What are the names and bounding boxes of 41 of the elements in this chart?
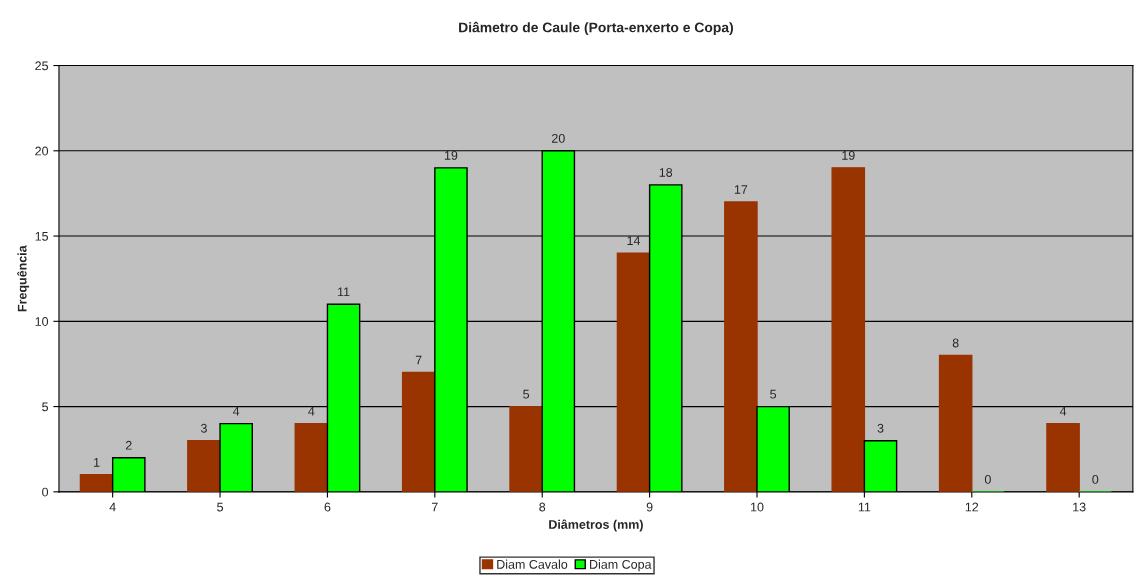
data-label: 4	[1059, 406, 1067, 416]
data-label: 19	[444, 150, 458, 160]
x-tick-label: 11	[858, 502, 871, 512]
data-label: 1	[94, 458, 100, 467]
data-label: 4	[308, 406, 315, 416]
data-label: 7	[415, 355, 422, 365]
x-tick-label: 10	[751, 502, 764, 512]
x-tick-label: 5	[217, 502, 223, 512]
x-tick-label: 6	[324, 502, 331, 512]
x-tick-label: 8	[539, 502, 546, 512]
data-label: 5	[770, 389, 777, 399]
data-label: 8	[952, 338, 959, 348]
x-tick-label: 13	[1073, 502, 1086, 512]
y-tick-label: 20	[35, 146, 49, 156]
data-label: 19	[842, 150, 855, 160]
data-label: 20	[552, 133, 565, 143]
data-label: 11	[338, 287, 350, 297]
x-tick-label: 9	[646, 502, 653, 512]
data-label: 18	[659, 168, 673, 177]
x-tick-label: 7	[432, 502, 438, 512]
data-label: 3	[877, 423, 884, 433]
data-label: 3	[200, 423, 207, 433]
x-tick-label: 4	[109, 502, 116, 512]
y-tick-label: 15	[35, 231, 49, 241]
data-label: 17	[734, 185, 748, 194]
chart-title: Diâmetro de Caule (Porta-enxerto e Copa)	[459, 21, 733, 36]
data-label: 14	[627, 236, 641, 245]
legend-label: Diam Cavalo	[497, 559, 568, 569]
data-label: 0	[1092, 474, 1099, 484]
y-tick-label: 0	[42, 487, 49, 497]
y-axis-title: Frequência	[17, 245, 30, 312]
y-tick-label: 25	[35, 61, 49, 71]
legend-label: Diam Copa	[590, 559, 652, 572]
data-label: 2	[125, 440, 132, 450]
x-tick-label: 12	[965, 502, 979, 512]
data-label: 5	[523, 389, 530, 399]
data-label: 0	[984, 474, 991, 484]
y-tick-label: 10	[35, 317, 49, 326]
y-tick-label: 5	[42, 402, 49, 412]
x-axis-title: Diâmetros (mm)	[549, 519, 643, 532]
data-label: 4	[232, 406, 240, 416]
